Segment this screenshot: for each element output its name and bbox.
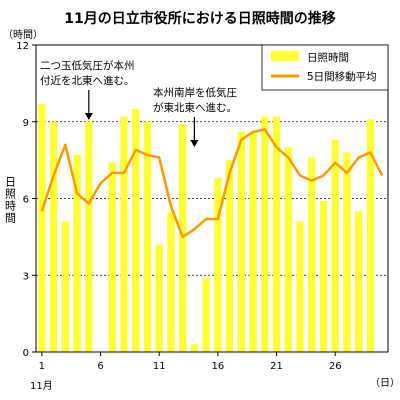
bar-day-11 xyxy=(155,244,163,352)
bar-day-17 xyxy=(225,160,234,352)
bar-day-4 xyxy=(73,155,81,352)
bar-day-28 xyxy=(355,211,363,352)
bar-day-27 xyxy=(343,152,351,352)
bar-day-25 xyxy=(319,201,328,352)
chart-title: 11月の日立市役所における日照時間の推移 xyxy=(64,11,336,27)
x-unit-label: （日） xyxy=(370,377,400,389)
bar-day-18 xyxy=(237,131,245,352)
annotation-1-line2: 付近を北東へ進む。 xyxy=(40,74,135,87)
legend: 日照時間 5日間移動平均 xyxy=(261,44,389,91)
annotation-2-bg xyxy=(150,83,250,115)
bar-day-2 xyxy=(49,121,58,352)
x-tick-label-21: 21 xyxy=(270,361,283,372)
y-unit-label: （時間） xyxy=(3,29,43,41)
y-axis-label: 日照時間 xyxy=(4,176,17,224)
bar-day-13 xyxy=(179,124,187,352)
moving-average-polyline xyxy=(40,128,384,239)
annotation-1-arrowhead xyxy=(84,113,93,120)
y-tick-label-0: 0 xyxy=(23,348,29,359)
x-tick-label-1: 1 xyxy=(39,361,45,372)
bar-day-5 xyxy=(85,121,93,352)
bar-day-26 xyxy=(331,139,339,352)
annotation-2-line2: が東北東へ進む。 xyxy=(153,101,237,114)
bar-day-8 xyxy=(120,116,128,352)
legend-bar-label: 日照時間 xyxy=(307,52,349,64)
x-month-label: 11月 xyxy=(30,380,53,392)
bar-day-16 xyxy=(214,178,222,352)
gridlines xyxy=(36,121,388,276)
y-tick-label-6: 6 xyxy=(23,195,29,206)
annotation-2-arrowhead xyxy=(190,140,199,147)
bar-day-14 xyxy=(190,344,199,352)
annotation-2: 本州南岸を低気圧 が東北東へ進む。 xyxy=(150,83,250,147)
annotation-1-bg xyxy=(38,56,150,88)
bar-day-3 xyxy=(61,221,69,352)
sunshine-bars xyxy=(38,103,375,352)
x-tick-label-16: 16 xyxy=(211,361,224,372)
y-axis-ticks: 0 3 6 9 12 xyxy=(16,41,36,359)
y-tick-label-12: 12 xyxy=(16,41,29,52)
bar-day-22 xyxy=(284,147,292,352)
bar-day-9 xyxy=(132,108,140,352)
bar-day-23 xyxy=(296,221,304,352)
y-tick-label-3: 3 xyxy=(23,271,29,282)
bar-day-1 xyxy=(38,103,46,352)
bar-day-21 xyxy=(272,116,281,352)
bar-day-7 xyxy=(108,162,116,352)
y-tick-label-9: 9 xyxy=(23,118,29,129)
annotation-2-line1: 本州南岸を低気圧 xyxy=(153,86,237,99)
legend-bar-swatch xyxy=(271,51,299,61)
moving-average-line xyxy=(40,128,384,239)
annotation-1-line1: 二つ玉低気圧が本州 xyxy=(40,59,135,72)
legend-line-label: 5日間移動平均 xyxy=(307,70,377,83)
bar-day-20 xyxy=(261,116,269,352)
bar-day-15 xyxy=(202,277,210,352)
bar-day-12 xyxy=(167,211,175,352)
bar-day-19 xyxy=(249,131,257,352)
bar-day-29 xyxy=(366,119,375,352)
bar-day-10 xyxy=(143,121,152,352)
x-tick-label-11: 11 xyxy=(153,361,166,372)
annotation-1: 二つ玉低気圧が本州 付近を北東へ進む。 xyxy=(38,56,150,120)
bar-day-24 xyxy=(308,157,316,352)
x-axis-ticks: 1 6 11 16 21 26 xyxy=(39,352,342,372)
x-tick-label-6: 6 xyxy=(97,361,103,372)
x-tick-label-26: 26 xyxy=(329,361,342,372)
